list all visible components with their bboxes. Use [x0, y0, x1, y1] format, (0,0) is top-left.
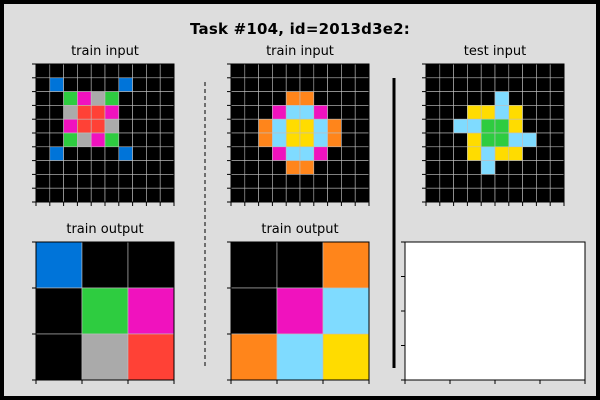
grid-cell: [81, 287, 129, 335]
train-output-2-title: train output: [261, 222, 339, 237]
grid-cell: [230, 287, 278, 335]
train-input-1-grid: [32, 63, 175, 206]
grid-cell: [230, 333, 278, 381]
train-input-1-title: train input: [71, 44, 139, 59]
test-input-title: test input: [463, 44, 527, 59]
train-input-2-title: train input: [266, 44, 334, 59]
test-input-grid: [422, 63, 565, 206]
train-output-1-grid: [32, 241, 175, 384]
test-output-frame: [404, 241, 586, 381]
figure-title: Task #104, id=2013d3e2:: [190, 20, 410, 38]
grid-frame: [230, 241, 370, 381]
grid-cell: [276, 241, 324, 289]
train-input-2-grid: [227, 63, 370, 206]
grid-cell: [322, 287, 370, 335]
separators: [204, 78, 396, 368]
grid-cell: [81, 333, 129, 381]
grid-cell: [276, 287, 324, 335]
grid-cell: [127, 241, 175, 289]
train-output-1-title: train output: [66, 222, 144, 237]
grid-frame: [35, 241, 175, 381]
test-output-empty-axes: [401, 241, 586, 384]
train-output-2-grid: [227, 241, 370, 384]
grid-cell: [322, 333, 370, 381]
grid-cell: [127, 333, 175, 381]
grid-cell: [81, 241, 129, 289]
grid-cell: [322, 241, 370, 289]
